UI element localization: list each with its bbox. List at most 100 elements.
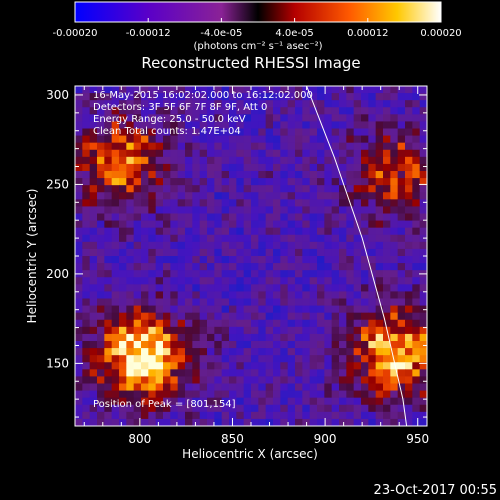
- heatmap-cell: [265, 149, 274, 158]
- heatmap-cell: [185, 263, 193, 271]
- heatmap-cell: [111, 333, 120, 342]
- heatmap-cell: [353, 355, 362, 363]
- heatmap-cell: [309, 291, 318, 299]
- heatmap-cell: [104, 397, 113, 406]
- heatmap-cell: [397, 163, 406, 172]
- heatmap-cell: [155, 284, 164, 292]
- heatmap-cell: [353, 121, 362, 129]
- heatmap-cell: [185, 270, 193, 278]
- heatmap-cell: [339, 333, 347, 342]
- heatmap-cell: [368, 291, 377, 299]
- heatmap-cell: [295, 383, 303, 391]
- heatmap-cell: [405, 171, 413, 179]
- heatmap-cell: [302, 326, 311, 335]
- heatmap-cell: [295, 199, 303, 207]
- heatmap-cell: [251, 206, 259, 214]
- heatmap-cell: [383, 121, 391, 129]
- heatmap-cell: [375, 199, 384, 207]
- heatmap-cell: [390, 312, 399, 321]
- heatmap-cell: [405, 312, 413, 321]
- heatmap-cell: [324, 348, 333, 356]
- heatmap-cell: [111, 107, 120, 115]
- heatmap-cell: [119, 199, 127, 207]
- heatmap-cell: [361, 149, 369, 158]
- heatmap-cell: [302, 149, 311, 158]
- heatmap-cell: [221, 142, 230, 151]
- heatmap-cell: [75, 100, 83, 108]
- heatmap-cell: [390, 411, 399, 420]
- heatmap-cell: [207, 390, 215, 399]
- heatmap-cell: [148, 355, 157, 363]
- heatmap-cell: [405, 348, 413, 356]
- heatmap-cell: [126, 291, 135, 299]
- heatmap-cell: [280, 256, 289, 264]
- heatmap-cell: [185, 319, 193, 328]
- heatmap-cell: [295, 163, 303, 172]
- heatmap-cell: [163, 135, 171, 144]
- heatmap-cell: [390, 128, 399, 136]
- heatmap-cell: [265, 128, 274, 136]
- heatmap-cell: [375, 128, 384, 136]
- heatmap-cell: [331, 114, 340, 122]
- heatmap-cell: [243, 100, 252, 108]
- heatmap-cell: [214, 149, 223, 158]
- heatmap-cell: [170, 142, 179, 151]
- heatmap-cell: [97, 93, 105, 101]
- heatmap-cell: [163, 319, 171, 328]
- heatmap-cell: [199, 376, 208, 384]
- heatmap-cell: [317, 86, 325, 94]
- heatmap-cell: [317, 284, 325, 292]
- heatmap-cell: [119, 291, 127, 299]
- heatmap-cell: [302, 135, 311, 144]
- heatmap-cell: [295, 319, 303, 328]
- heatmap-cell: [207, 135, 215, 144]
- heatmap-cell: [199, 298, 208, 306]
- heatmap-cell: [280, 86, 289, 94]
- heatmap-cell: [126, 114, 135, 122]
- heatmap-cell: [273, 418, 281, 426]
- heatmap-cell: [397, 362, 406, 370]
- heatmap-cell: [390, 263, 399, 271]
- heatmap-cell: [199, 341, 208, 349]
- heatmap-cell: [309, 192, 318, 200]
- heatmap-cell: [361, 326, 369, 335]
- heatmap-cell: [221, 100, 230, 108]
- heatmap-cell: [353, 185, 362, 193]
- heatmap-cell: [177, 156, 186, 165]
- heatmap-cell: [309, 411, 318, 420]
- heatmap-cell: [353, 383, 362, 391]
- heatmap-cell: [192, 277, 201, 285]
- heatmap-cell: [317, 93, 325, 101]
- heatmap-cell: [258, 298, 267, 306]
- heatmap-cell: [207, 270, 215, 278]
- heatmap-cell: [412, 326, 421, 335]
- heatmap-cell: [317, 107, 325, 115]
- heatmap-cell: [229, 298, 237, 306]
- heatmap-cell: [207, 234, 215, 243]
- heatmap-cell: [280, 397, 289, 406]
- heatmap-cell: [236, 128, 245, 136]
- heatmap-cell: [82, 234, 91, 243]
- heatmap-cell: [82, 227, 91, 236]
- heatmap-cell: [243, 319, 252, 328]
- heatmap-cell: [317, 369, 325, 377]
- heatmap-cell: [412, 319, 421, 328]
- heatmap-cell: [75, 185, 83, 193]
- heatmap-cell: [89, 411, 98, 420]
- heatmap-cell: [82, 397, 91, 406]
- heatmap-cell: [192, 333, 201, 342]
- heatmap-cell: [397, 333, 406, 342]
- heatmap-cell: [397, 142, 406, 151]
- heatmap-cell: [302, 128, 311, 136]
- heatmap-cell: [119, 418, 127, 426]
- heatmap-cell: [177, 241, 186, 250]
- heatmap-cell: [192, 312, 201, 321]
- heatmap-cell: [390, 248, 399, 257]
- heatmap-cell: [251, 156, 259, 165]
- heatmap-cell: [324, 312, 333, 321]
- heatmap-cell: [383, 277, 391, 285]
- heatmap-cell: [368, 185, 377, 193]
- heatmap-cell: [148, 298, 157, 306]
- heatmap-cell: [287, 149, 296, 158]
